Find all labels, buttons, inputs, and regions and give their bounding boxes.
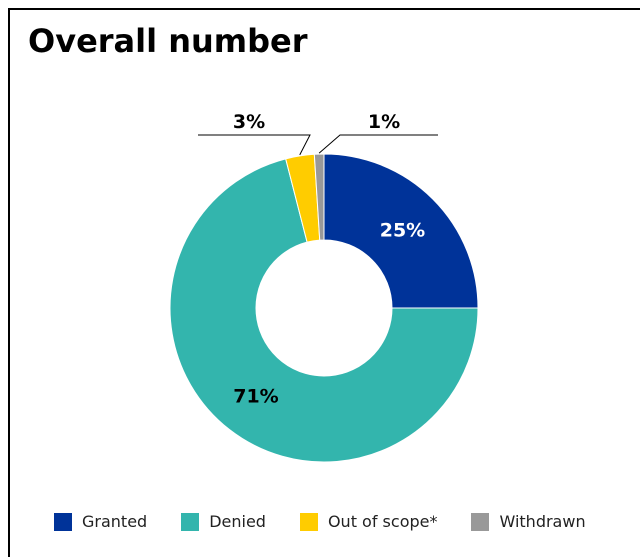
data-label-denied: 71% <box>233 386 278 408</box>
slices-group <box>169 153 479 463</box>
chart-title: Overall number <box>28 22 308 60</box>
data-label-out-of-scope: 3% <box>233 111 265 133</box>
legend-swatch-out-of-scope <box>299 512 318 531</box>
leader-line-out-of-scope <box>198 134 311 156</box>
legend-item-granted: Granted <box>54 512 147 531</box>
leader-line-withdrawn <box>318 134 438 154</box>
legend-item-withdrawn: Withdrawn <box>471 512 586 531</box>
legend-swatch-denied <box>181 512 200 531</box>
legend-label-withdrawn: Withdrawn <box>499 512 586 531</box>
data-label-withdrawn: 1% <box>368 111 400 133</box>
leader-lines-group <box>198 134 438 156</box>
legend-item-denied: Denied <box>181 512 266 531</box>
legend-label-granted: Granted <box>82 512 148 531</box>
data-labels-group: 25% 71% 3% 1% <box>233 111 425 408</box>
legend: Granted Denied Out of scope* Withdrawn <box>54 512 620 531</box>
legend-item-out-of-scope: Out of scope* <box>299 512 438 531</box>
slice-denied <box>169 158 479 463</box>
slice-withdrawn <box>313 153 325 241</box>
legend-swatch-granted <box>54 512 72 531</box>
slice-granted <box>323 153 479 309</box>
chart-frame <box>8 8 640 557</box>
data-label-granted: 25% <box>380 220 425 242</box>
legend-swatch-withdrawn <box>471 512 490 531</box>
legend-label-out-of-scope: Out of scope* <box>327 512 438 531</box>
legend-label-denied: Denied <box>209 512 266 531</box>
